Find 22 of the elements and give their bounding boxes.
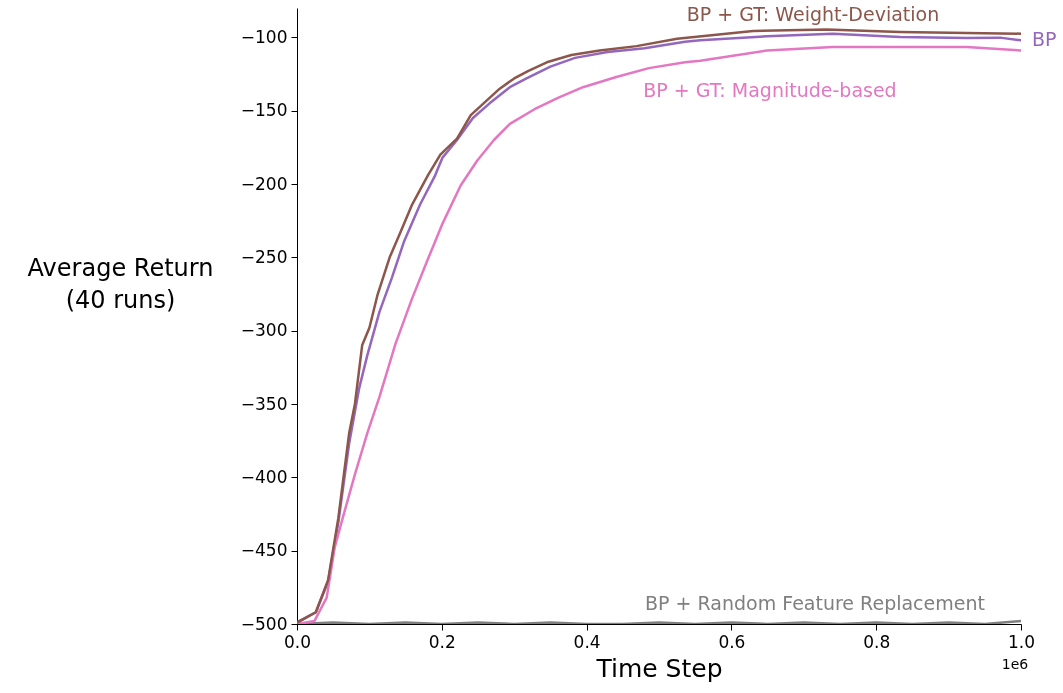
x-axis-title: Time Step <box>595 653 723 683</box>
x-tick-label: 0.0 <box>283 631 312 652</box>
y-tick-label: −500 <box>240 613 288 634</box>
series-label: BP + GT: Magnitude-based <box>643 79 897 101</box>
y-tick-label: −100 <box>240 26 288 47</box>
y-tick-label: −300 <box>240 320 288 341</box>
series-label: BP + Random Feature Replacement <box>645 592 985 614</box>
y-tick-label: −250 <box>240 246 288 267</box>
y-tick-label: −350 <box>240 393 288 414</box>
y-tick-label: −200 <box>240 173 288 194</box>
x-tick-label: 0.6 <box>718 631 746 652</box>
y-tick-label: −400 <box>240 466 288 487</box>
y-tick-label: −450 <box>240 540 288 561</box>
series-label: BP <box>1032 28 1057 50</box>
y-axis-title: Average Return (40 runs) <box>27 253 214 314</box>
x-tick-label: 0.8 <box>863 631 891 652</box>
x-tick-label: 0.2 <box>428 631 456 652</box>
text: 1e6 <box>1001 656 1029 672</box>
y-tick-label: −150 <box>240 100 288 121</box>
x-tick-label: 1.0 <box>1007 631 1036 652</box>
series-label: BP + GT: Weight-Deviation <box>686 3 940 25</box>
x-tick-label: 0.4 <box>573 631 601 652</box>
